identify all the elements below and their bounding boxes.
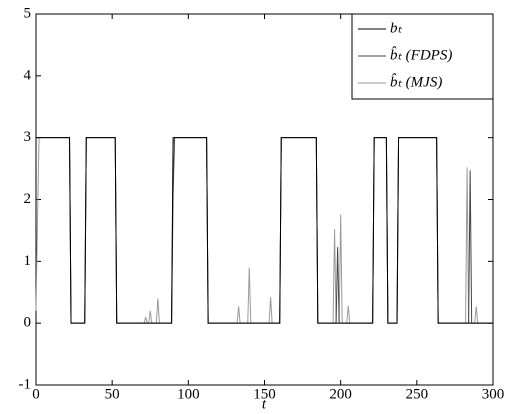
x-tick-label: 150 <box>253 386 276 402</box>
y-tick-label: 4 <box>24 67 32 83</box>
legend-label: b̂ₜ (FDPS) <box>390 46 452 63</box>
x-axis-label: t <box>262 396 267 412</box>
y-tick-label: 3 <box>24 129 32 145</box>
y-tick-label: 1 <box>24 253 32 269</box>
y-tick-label: 5 <box>24 5 32 21</box>
y-tick-label: 2 <box>24 191 32 207</box>
x-tick-label: 0 <box>32 386 40 402</box>
x-tick-label: 250 <box>406 386 429 402</box>
series-line <box>36 137 493 324</box>
x-tick-label: 50 <box>105 386 120 402</box>
legend-label: b̂ₜ (MJS) <box>390 73 442 90</box>
series-line <box>35 137 493 324</box>
series-line <box>36 137 493 324</box>
legend-label: bₜ <box>390 20 403 36</box>
x-tick-label: 200 <box>329 386 352 402</box>
y-tick-label: -1 <box>19 376 32 392</box>
x-tick-label: 300 <box>482 386 505 402</box>
y-tick-label: 0 <box>24 315 32 331</box>
x-tick-label: 100 <box>177 386 200 402</box>
